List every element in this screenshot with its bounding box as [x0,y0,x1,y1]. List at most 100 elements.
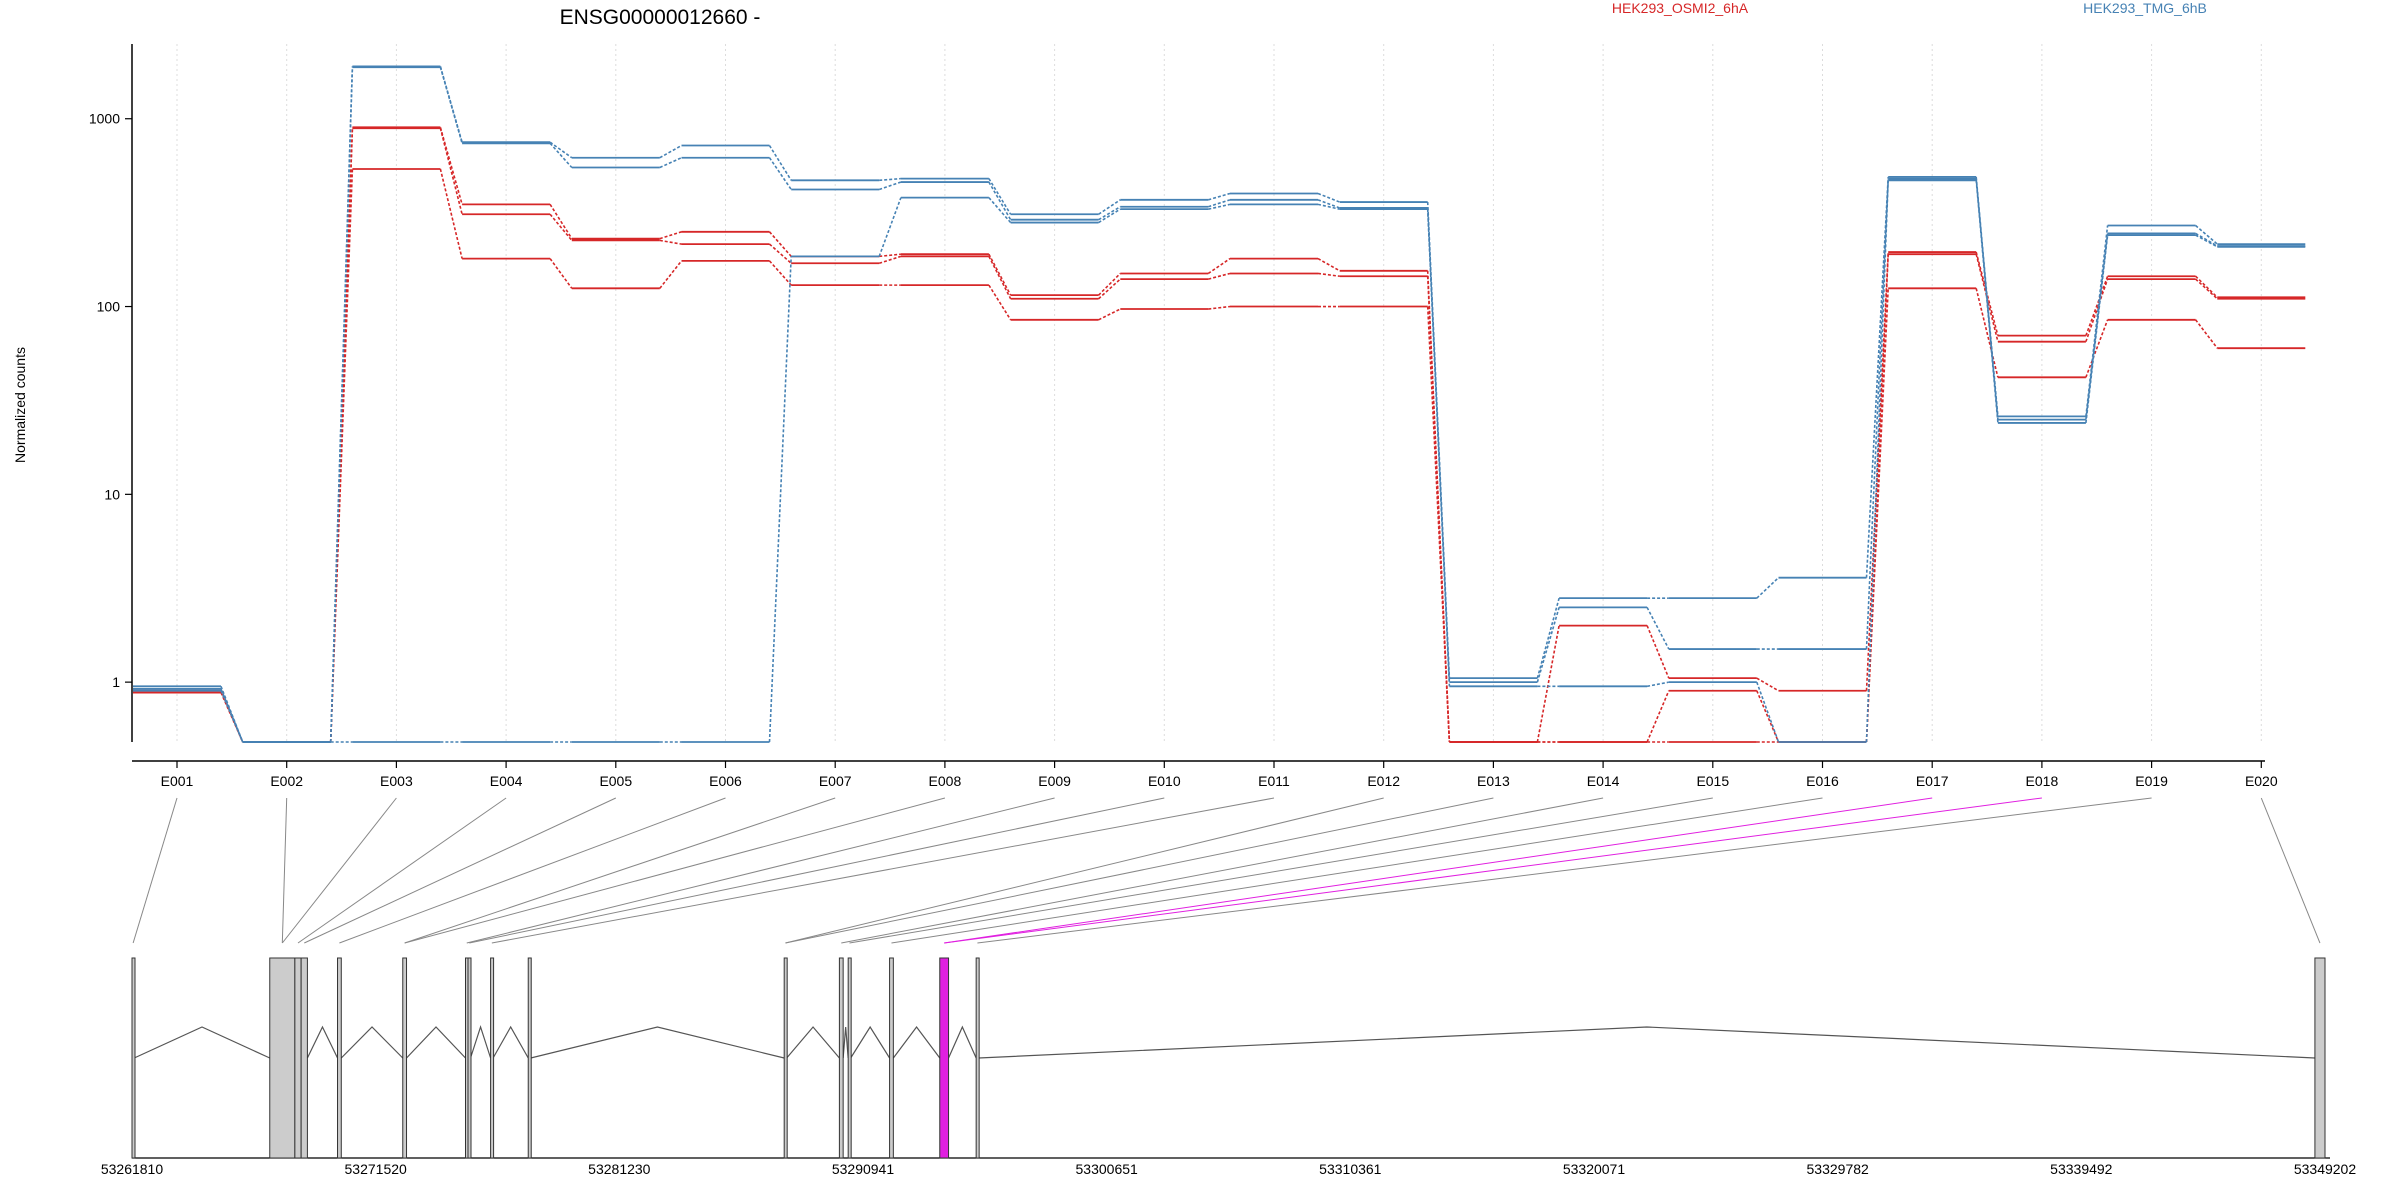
exon-connector [297,797,507,944]
series-1-connector [549,203,573,240]
exon-E008 [467,957,472,1159]
series-3-connector [2085,319,2109,378]
exon-E015 [939,957,950,1159]
coordinate-axis: 53261810 53271520 53281230 53290941 53300651… [101,1161,2357,1177]
series-4-connector [659,144,682,159]
series-4-connector [1756,577,1780,599]
exon-connector [977,797,2152,944]
series-2-connector [439,128,463,215]
x-tick-label: E001 [161,773,194,789]
exon-E004 [300,957,308,1159]
grid-lines [176,44,2262,742]
exon-connector [891,797,1823,944]
series-5-connector [549,142,573,169]
intron [786,1026,840,1059]
x-tick-label: E012 [1367,773,1400,789]
coordinate-label: 53339492 [2050,1161,2113,1177]
series-4-connector [1865,176,1889,578]
series-3-connector [1208,305,1231,310]
series-6-connector [1646,681,1669,688]
series-6-connector [1865,180,1889,743]
series-3-connector [768,260,792,286]
series-1-connector [1646,625,1670,679]
exon-connector [2260,797,2321,944]
series-4-connector [1536,597,1560,679]
intron [469,1025,492,1059]
series-6-connector [220,690,244,743]
series-6-connector [988,197,1012,224]
series-2-connector [659,239,682,245]
series-3-connector [988,284,1012,321]
x-tick-label: E008 [929,773,962,789]
plot-series [133,65,2306,743]
series-2-connector [768,243,792,264]
series-5-connector [1098,206,1121,221]
exon-connector [469,797,1165,944]
coordinate-label: 53310361 [1319,1161,1382,1177]
coordinate-label: 53281230 [588,1161,651,1177]
intron [948,1025,977,1059]
exon-connector [404,797,836,944]
exon-E012 [838,957,844,1159]
intron [406,1026,466,1059]
series-2-connector [878,255,902,265]
exon-E001 [131,957,136,1159]
series-6-connector [1098,208,1121,224]
series-6-connector [768,256,792,743]
series-4-connector [549,141,573,159]
y-tick-label: 1000 [89,111,120,127]
exon-E010 [527,957,532,1159]
x-tick-label: E004 [490,773,523,789]
x-tick-label: E003 [380,773,413,789]
series-3-connector [1426,306,1451,743]
intron [892,1025,941,1059]
series-3 [133,168,2306,743]
series-3-connector [1975,288,1999,378]
exon-E014 [889,957,894,1159]
series-3-connector [659,260,683,289]
series-1-connector [1207,257,1231,275]
series-4 [133,65,2306,743]
x-tick-label: E014 [1587,773,1620,789]
exon-connector [339,797,726,944]
coordinate-label: 53290941 [832,1161,895,1177]
coordinate-label: 53349202 [2294,1161,2357,1177]
chart-title: ENSG00000012660 - [560,6,761,29]
gene-model [131,957,2330,1159]
x-tick-label: E006 [709,773,742,789]
series-2-connector [2085,278,2109,342]
exon-connector [841,797,1604,944]
series-5-connector [1317,199,1340,209]
series-5-connector [2085,233,2109,420]
exon-connector [785,797,1384,944]
exon-connector [944,797,1933,944]
series-6 [133,179,2306,743]
series-6-connector [1756,681,1780,743]
legend-label-series-2: HEK293_TMG_6hB [2083,0,2207,16]
series-3-connector [549,258,573,289]
exon-E006 [402,957,408,1159]
exon-connector [404,797,946,944]
series-2-connector [2195,278,2218,300]
series-2-connector [1646,690,1670,743]
series-3-connector [2194,319,2218,349]
coordinate-label: 53261810 [101,1161,164,1177]
series-1-connector [1975,251,1999,336]
series-5-connector [659,156,682,169]
exon-E005 [337,957,342,1159]
series-1-connector [879,253,901,258]
intron [134,1026,271,1059]
x-tick-label: E019 [2135,773,2168,789]
x-tick-label: E018 [2026,773,2059,789]
exon-connector [944,797,2042,944]
series-1-connector [1098,272,1121,296]
series-2-connector [1098,278,1121,300]
series-6-connector [2085,235,2109,424]
series-1-connector [768,231,792,257]
y-tick-label: 1 [112,674,120,690]
series-1-connector [2085,275,2109,336]
series-6-connector [1975,180,1999,424]
x-tick-label: E020 [2245,773,2278,789]
coordinate-label: 53320071 [1563,1161,1626,1177]
series-6-connector [1317,203,1340,210]
